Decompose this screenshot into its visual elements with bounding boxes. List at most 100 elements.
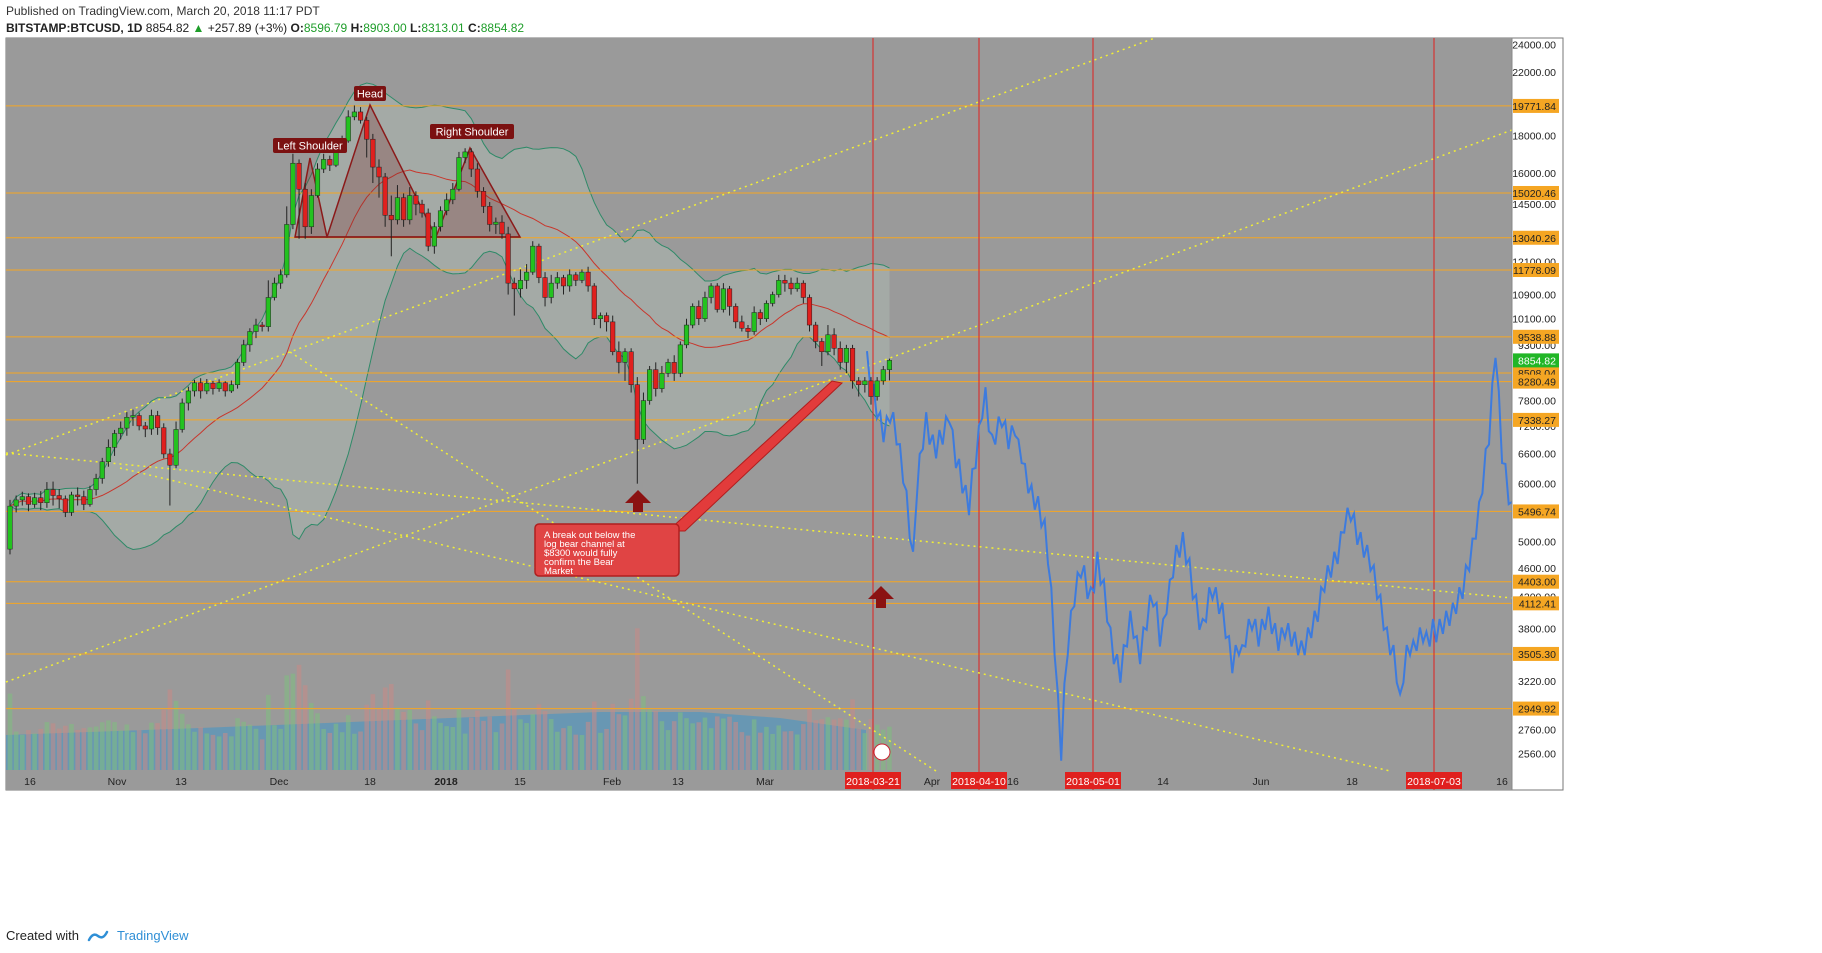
candle bbox=[462, 151, 468, 158]
candle bbox=[487, 206, 493, 225]
volume-bar bbox=[567, 725, 572, 770]
candle bbox=[314, 168, 321, 196]
volume-bar bbox=[813, 720, 818, 770]
volume-bar bbox=[290, 673, 296, 770]
x-tick-label: 13 bbox=[672, 776, 684, 788]
pattern-label: Head bbox=[357, 89, 383, 101]
volume-bar bbox=[56, 728, 62, 770]
y-tick-label: 10100.00 bbox=[1512, 314, 1556, 326]
candle bbox=[702, 297, 708, 319]
price-level-label: 5496.74 bbox=[1518, 506, 1556, 518]
volume-bar bbox=[450, 726, 456, 770]
volume-bar bbox=[13, 731, 19, 770]
volume-bar bbox=[801, 724, 806, 770]
tradingview-link[interactable]: TradingView bbox=[116, 928, 189, 943]
candle bbox=[819, 341, 825, 352]
candle bbox=[499, 221, 505, 235]
volume-bar bbox=[548, 719, 554, 770]
candle bbox=[136, 415, 142, 427]
volume-bar bbox=[610, 703, 615, 770]
candle bbox=[364, 119, 370, 140]
candle bbox=[862, 380, 868, 385]
candle bbox=[610, 321, 616, 352]
candle bbox=[450, 188, 456, 201]
volume-bar bbox=[733, 722, 738, 770]
volume-bar bbox=[106, 720, 111, 770]
price-level-label: 19771.84 bbox=[1512, 101, 1556, 113]
candle bbox=[788, 282, 794, 290]
volume-bar bbox=[253, 728, 259, 770]
volume-bar bbox=[573, 734, 579, 770]
volume-bar bbox=[7, 693, 13, 770]
volume-bar bbox=[241, 721, 246, 770]
candle bbox=[388, 215, 394, 221]
volume-bar bbox=[38, 728, 44, 770]
price-level-label: 4403.00 bbox=[1518, 577, 1556, 589]
candle bbox=[751, 312, 757, 332]
volume-bar bbox=[708, 728, 714, 770]
volume-bar bbox=[407, 710, 413, 770]
current-price-tag bbox=[1513, 353, 1559, 368]
candle bbox=[720, 288, 726, 310]
price-level-label: 2949.92 bbox=[1518, 704, 1556, 716]
candle bbox=[542, 277, 548, 298]
candle bbox=[81, 496, 87, 505]
bollinger-fill bbox=[10, 83, 890, 550]
candle bbox=[770, 294, 776, 304]
candle bbox=[241, 344, 247, 363]
x-tick-label: Nov bbox=[108, 776, 127, 788]
volume-bar bbox=[807, 707, 812, 770]
candle bbox=[763, 303, 770, 319]
candle bbox=[130, 415, 136, 418]
candle bbox=[837, 348, 843, 363]
volume-bar bbox=[616, 714, 622, 770]
price-chart[interactable]: Left Shoulder Head Right Shoulder A break o… bbox=[0, 0, 1822, 925]
candle bbox=[585, 271, 591, 287]
candle bbox=[739, 321, 745, 329]
volume-bar bbox=[758, 732, 763, 770]
volume-bar bbox=[167, 689, 173, 770]
candle bbox=[880, 369, 886, 382]
candle bbox=[259, 324, 265, 327]
volume-bar bbox=[542, 711, 548, 770]
up-arrow-icon bbox=[625, 490, 651, 512]
x-tick-label: 18 bbox=[1346, 776, 1358, 788]
candle bbox=[185, 390, 191, 404]
volume-bar bbox=[727, 716, 732, 770]
candle bbox=[604, 315, 610, 323]
volume-bar bbox=[124, 724, 130, 770]
volume-bar bbox=[518, 719, 523, 770]
bollinger-lower-line bbox=[9, 247, 890, 551]
volume-bar bbox=[192, 731, 197, 770]
volume-bar bbox=[499, 723, 505, 770]
candle bbox=[640, 400, 647, 440]
published-line: Published on TradingView.com, March 20, … bbox=[6, 4, 320, 18]
volume-bar bbox=[333, 723, 339, 770]
volume-bar bbox=[481, 720, 486, 770]
y-tick-label: 6000.00 bbox=[1518, 479, 1556, 491]
volume-bar bbox=[745, 735, 751, 770]
price-level-label: 15020.46 bbox=[1512, 188, 1556, 200]
y-tick-label: 14500.00 bbox=[1512, 199, 1556, 211]
price-level-tag bbox=[1513, 329, 1559, 344]
candle bbox=[351, 111, 357, 118]
volume-bar bbox=[302, 685, 308, 770]
low-label: L: bbox=[409, 21, 422, 35]
candle bbox=[456, 157, 462, 190]
candle bbox=[13, 499, 19, 507]
volume-bar bbox=[216, 736, 222, 770]
pattern-label: Right Shoulder bbox=[436, 127, 509, 139]
candle bbox=[173, 429, 179, 466]
x-tick-label: Feb bbox=[603, 776, 621, 788]
volume-bar bbox=[591, 701, 597, 770]
price-level-label: 3505.30 bbox=[1518, 649, 1556, 661]
volume-bar bbox=[93, 726, 99, 770]
y-tick-label: 16000.00 bbox=[1512, 168, 1556, 180]
last-price: 8854.82 bbox=[145, 21, 190, 35]
volume-bar bbox=[475, 710, 480, 770]
volume-bar bbox=[143, 733, 148, 770]
candle bbox=[382, 176, 388, 216]
candle bbox=[794, 282, 800, 290]
candle bbox=[167, 453, 173, 466]
volume-bar bbox=[825, 717, 831, 770]
